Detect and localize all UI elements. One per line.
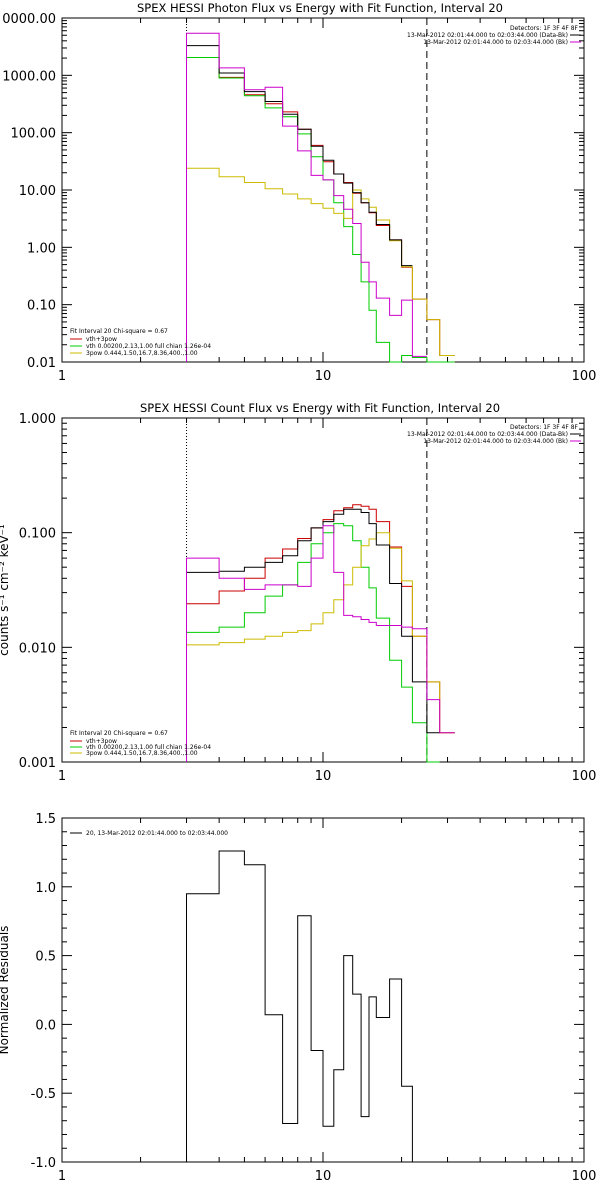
- photon-ytick-label: 1000.00: [2, 69, 56, 84]
- count-legend-green-label: vth 0.00200,2.13,1.00 full chian 1.26e-0…: [86, 744, 211, 751]
- count-xtick-label: 10: [315, 769, 332, 784]
- count-series-green: [186, 523, 440, 763]
- count-ylabel-fragment: counts s⁻¹ cm⁻² keV⁻¹: [0, 524, 11, 656]
- residuals-ytick-label: -0.5: [31, 1087, 56, 1102]
- residuals-ytick-label: 1.5: [35, 812, 56, 827]
- residuals-series-group: [186, 850, 427, 1163]
- photon-interval-bk: 13-Mar-2012 02:01:44.000 to 02:03:44.000…: [423, 39, 568, 46]
- count-interval-databk: 13-Mar-2012 02:01:44.000 to 02:03:44.000…: [407, 431, 568, 438]
- photon-ytick-label: 0.01: [27, 356, 56, 371]
- count-detectors-label: Detectors: 1F 3F 4F 8F: [510, 424, 579, 431]
- count-xtick-label: 100: [572, 769, 597, 784]
- residuals-xtick-label: 1: [58, 1169, 66, 1184]
- photon-ytick-label: 100.00: [11, 127, 57, 142]
- photon-ytick-label: 1.00: [27, 241, 56, 256]
- residuals-legend-label: 20, 13-Mar-2012 02:01:44.000 to 02:03:44…: [86, 830, 228, 837]
- photon-axis-ticks: 1 10 100 0.01 0.10 1.00 10.00 100.00 1000.00 0000…: [2, 12, 596, 384]
- residuals-series-black: [186, 850, 427, 1163]
- photon-series-red: [186, 57, 455, 362]
- count-interval-bk: 13-Mar-2012 02:01:44.000 to 02:03:44.000…: [423, 438, 568, 445]
- count-series-yellow: [186, 532, 455, 762]
- photon-series-magenta: [186, 32, 427, 362]
- photon-xtick-label: 1: [58, 369, 66, 384]
- count-legend-red-label: vth+3pow: [86, 738, 117, 745]
- count-panel-title: SPEX HESSI Count Flux vs Energy with Fit…: [140, 401, 500, 415]
- photon-plot-frame: [61, 17, 585, 363]
- photon-legend-green-label: vth 0.00200,2.13,1.00 full chian 1.26e-0…: [86, 343, 211, 350]
- photon-series-black: [186, 45, 413, 362]
- count-fit-header: Fit Interval 20 Chi-square = 0.67: [70, 730, 168, 737]
- count-fit-legend: Fit Interval 20 Chi-square = 0.67 vth+3p…: [70, 730, 211, 757]
- count-series-group: [186, 504, 455, 763]
- count-ytick-label: 0.100: [19, 527, 56, 542]
- count-series-black: [186, 508, 440, 762]
- photon-ytick-label: 0.10: [27, 299, 56, 314]
- count-ytick-label: 0.001: [19, 756, 56, 771]
- count-interval-legend: Detectors: 1F 3F 4F 8F 13-Mar-2012 02:01…: [407, 424, 581, 445]
- photon-series-group: [186, 32, 455, 363]
- photon-xtick-label: 100: [572, 369, 597, 384]
- photon-fit-header: Fit Interval 20 Chi-square = 0.67: [70, 328, 168, 335]
- count-series-red: [186, 504, 455, 762]
- photon-series-green: [186, 57, 455, 363]
- residuals-ytick-label: 0.5: [35, 950, 56, 965]
- count-ytick-label: 1.000: [19, 412, 56, 427]
- photon-ytick-label: 10.00: [19, 184, 56, 199]
- photon-ytick-label: 0000.00: [2, 12, 56, 27]
- photon-legend-red-label: vth+3pow: [86, 336, 117, 343]
- residuals-ytick-label: 1.0: [35, 881, 56, 896]
- photon-fit-legend: Fit Interval 20 Chi-square = 0.67 vth+3p…: [70, 328, 211, 357]
- photon-legend-yellow-label: 3pow 0.444,1.50,16.7,8.36,400.,1.00: [86, 350, 198, 357]
- count-series-magenta: [186, 525, 455, 762]
- photon-interval-legend: Detectors: 1F 3F 4F 8F 13-Mar-2012 02:01…: [407, 25, 581, 46]
- residuals-xtick-label: 100: [572, 1169, 597, 1184]
- residuals-axis-ticks: 1 10 100 -1.0 -0.5 0.0 0.5 1.0 1.5: [31, 812, 597, 1184]
- photon-xtick-label: 10: [315, 369, 332, 384]
- residuals-ytick-label: -1.0: [31, 1156, 56, 1171]
- photon-flux-panel: SPEX HESSI Photon Flux vs Energy with Fi…: [2, 1, 596, 384]
- residuals-ytick-label: 0.0: [35, 1018, 56, 1033]
- residuals-legend: 20, 13-Mar-2012 02:01:44.000 to 02:03:44…: [70, 830, 228, 837]
- photon-interval-databk: 13-Mar-2012 02:01:44.000 to 02:03:44.000…: [407, 32, 568, 39]
- count-marker-lines: [186, 418, 428, 762]
- photon-detectors-label: Detectors: 1F 3F 4F 8F: [510, 25, 579, 32]
- count-ytick-label: 0.010: [19, 641, 56, 656]
- count-legend-yellow-label: 3pow 0.444,1.50,16.7,8.36,400.,1.00: [86, 750, 198, 757]
- residuals-ylabel: Normalized Residuals: [0, 926, 11, 1055]
- count-xtick-label: 1: [58, 769, 66, 784]
- residuals-panel: Normalized Residuals 1 10 100 -1.0 -0.5 0.0 0.…: [0, 812, 596, 1184]
- photon-marker-lines: [186, 18, 428, 362]
- count-flux-panel: SPEX HESSI Count Flux vs Energy with Fit…: [0, 401, 596, 784]
- photon-panel-title: SPEX HESSI Photon Flux vs Energy with Fi…: [137, 1, 503, 15]
- count-plot-frame: [61, 417, 585, 763]
- count-axis-ticks: 1 10 100 0.001 0.010 0.100 1.000: [19, 412, 597, 784]
- photon-series-yellow: [186, 167, 455, 362]
- residuals-xtick-label: 10: [315, 1169, 332, 1184]
